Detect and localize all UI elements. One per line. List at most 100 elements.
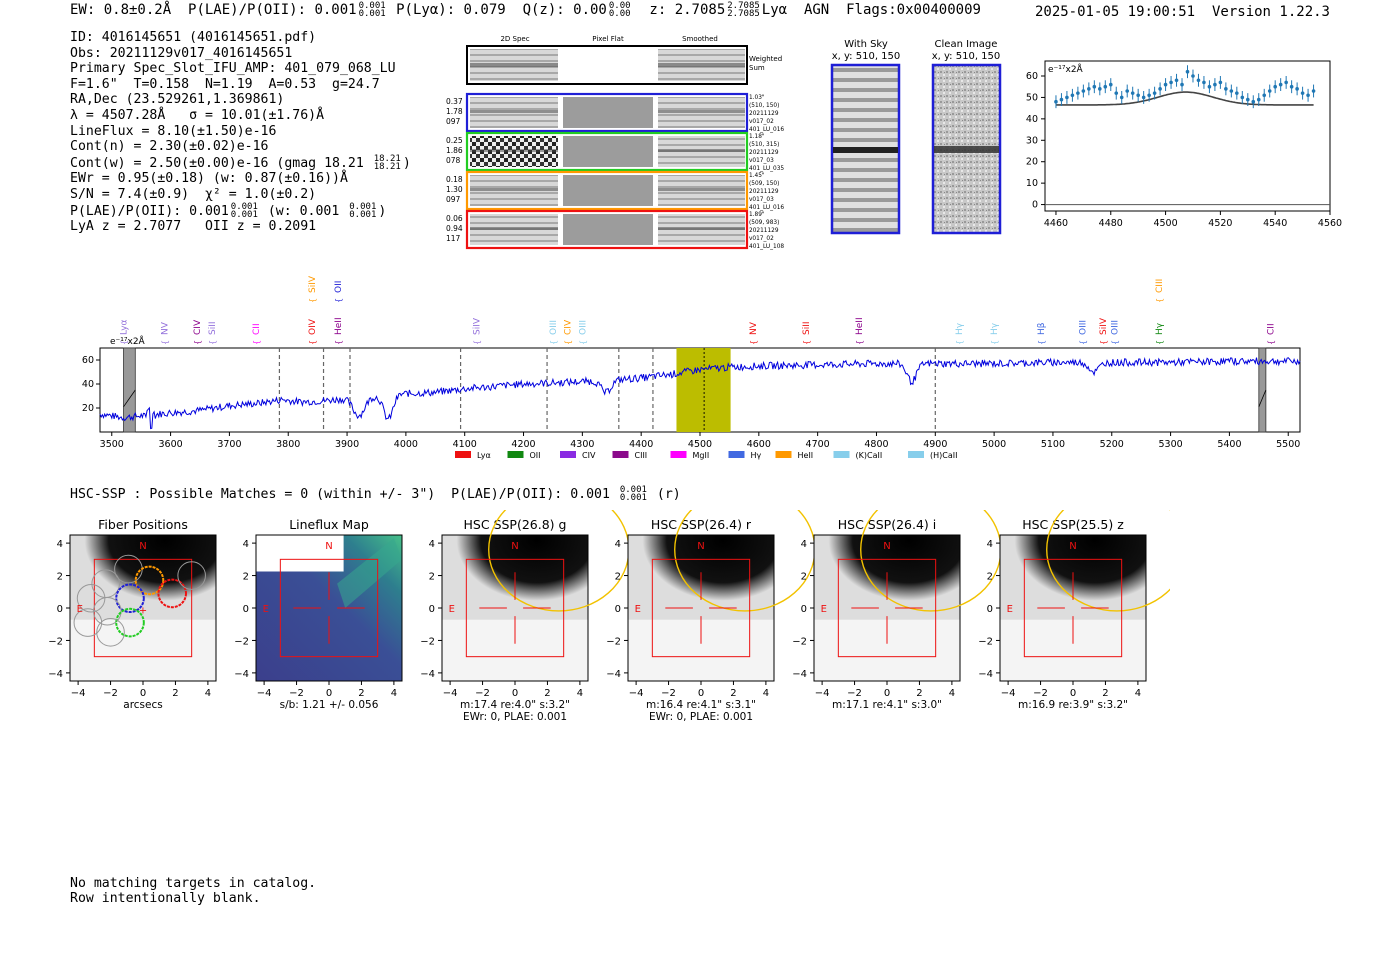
hsc-x-tick-label: −4 [443, 688, 458, 699]
hsc-panel: Lineflux Map N E −4 −4 −2 −2 0 0 2 2 4 4 s/b: 1.21 +/… [234, 517, 403, 711]
zoom-data-point [1174, 73, 1179, 87]
pixel-flat-cutout [563, 97, 653, 128]
hsc-y-tick-label: 2 [615, 572, 621, 583]
header-meta: 2025-01-05 19:00:51 Version 1.22.3 [1035, 4, 1330, 20]
line-id-brace: { [1267, 340, 1276, 345]
zoom-point [1180, 82, 1184, 87]
zoom-data-point [1284, 76, 1288, 89]
info-ewr: EWr = 0.95(±0.18) (w: 0.87(±0.16))Å [70, 171, 348, 187]
zoom-point [1185, 69, 1190, 74]
spec2d-row-left-label: 097 [446, 195, 461, 204]
info-contw: Cont(w) = 2.50(±0.00)e-16 (gmag 18.21 18… [70, 153, 411, 172]
line-id-brace: { [990, 340, 999, 345]
compass-n: N [325, 541, 332, 552]
zoom-data-point [1262, 88, 1267, 102]
ew-value: EW: 0.8±0.2 [70, 2, 163, 18]
spec2d-row-right-label: 20211129 [749, 228, 779, 234]
line-id-label: Hγ { [990, 322, 1000, 345]
fiber-circle [177, 561, 206, 590]
legend-swatch [833, 451, 850, 458]
hsc-x-tick-label: −4 [629, 688, 644, 699]
spec2d-trace [470, 227, 558, 230]
hsc-y-tick-label: 2 [801, 572, 807, 583]
zoom-data-point [1256, 93, 1261, 106]
line-id-brace: { [955, 340, 964, 345]
line-id-text: HeII [334, 317, 344, 335]
zoom-y-tick-label: 20 [1026, 157, 1038, 168]
legend-label: (H)CaII [930, 451, 957, 460]
line-id-brace: { [802, 340, 811, 345]
info-lineflux: LineFlux = 8.10(±1.50)e-16 [70, 123, 277, 139]
with-sky-title: With Sky [844, 39, 888, 50]
zoom-data-point [1130, 86, 1135, 100]
fiber-circle [93, 596, 122, 626]
zoom-data-point [1054, 95, 1058, 109]
plae-value: P(LAE)/P(OII): 0.001 [188, 2, 357, 18]
zoom-data-point [1191, 69, 1195, 83]
compass-e: E [635, 604, 641, 615]
plae-frac: 0.001 0.001 [358, 1, 386, 19]
spec2d-row-right-label: 401_LU_035 [749, 166, 784, 172]
zoom-data-point [1224, 82, 1228, 96]
spec2d-row-right-label: 401_LU_108 [749, 244, 784, 250]
line-id-brace: { [308, 340, 317, 345]
zoom-data-point [1267, 84, 1272, 98]
full-x-tick-label: 4400 [629, 439, 653, 450]
info-plae: P(LAE)/P(OII): 0.001 0.001 0.001 (w: 0.001… [70, 201, 387, 220]
compass-e: E [449, 604, 455, 615]
zoom-point [1273, 84, 1277, 89]
zoom-data-point [1185, 65, 1190, 79]
spec2d-row-right-label: (509, 150) [749, 181, 779, 187]
line-id-label: CIV { [564, 319, 574, 345]
zoom-point [1235, 91, 1239, 95]
hsc-panel: HSC SSP(26.4) i N E −4 −4 −2 −2 0 0 2 2 4 4 m:17.1 re… [792, 510, 1002, 711]
spec2d-row-right-label: 401_LU_016 [749, 205, 784, 211]
info-sn: S/N = 7.4(±0.9) χ² = 1.0(±0.2) [70, 186, 317, 202]
zoom-data-point [1300, 86, 1305, 100]
line-id-label: HeII { [334, 317, 344, 345]
full-x-tick-label: 3700 [217, 439, 241, 450]
line-id-brace: { [1078, 340, 1087, 345]
hsc-x-tick-label: 2 [172, 688, 178, 699]
fiber-circle [73, 608, 103, 637]
fiber-circle [115, 607, 145, 638]
hsc-x-tick-label: −4 [257, 688, 272, 699]
agn-label: AGN [803, 2, 830, 18]
zoom-point [1295, 87, 1299, 91]
qz-value: Q(z): 0.00 [522, 2, 607, 18]
line-id-text: OIV [308, 318, 318, 335]
info-params: F=1.6" T=0.158 N=1.19 A=0.53 g=24.7 [70, 76, 380, 92]
line-id-brace: { [334, 298, 343, 303]
zoom-fit-curve [1056, 91, 1314, 106]
zoom-point [1108, 82, 1113, 87]
full-spectrum-chart: 3500 3600 3700 3800 3900 4000 4100 4200 4300 4400… [82, 275, 1301, 460]
hsc-y-tick-label: −4 [420, 669, 435, 680]
line-id-text: OII [334, 281, 344, 293]
zoom-point [1251, 99, 1256, 104]
hsc-panel-caption: arcsecs [123, 699, 162, 711]
hsc-x-tick-label: −2 [847, 688, 862, 699]
line-id-brace: { [549, 340, 558, 345]
full-y-unit: e⁻¹⁷x2Å [110, 335, 146, 347]
hsc-panel-caption: EWr: 0, PLAE: 0.001 [463, 711, 567, 723]
full-x-tick-label: 5000 [982, 439, 1006, 450]
spec2d-row-right-label: v017_02 [749, 236, 774, 242]
qz-frac: 0.00 0.00 [608, 1, 631, 19]
legend-label: (K)CaII [856, 451, 883, 460]
hsc-x-tick-label: 2 [916, 688, 922, 699]
line-id-text: SiII [802, 321, 812, 335]
zoom-data-point [1218, 76, 1223, 89]
spec2d-header-0: 2D Spec [500, 35, 529, 43]
full-x-tick-label: 4600 [747, 439, 771, 450]
hsc-x-tick-label: 0 [698, 688, 704, 699]
zoom-point [1141, 95, 1146, 100]
line-id-text: SiIV [472, 317, 482, 335]
hsc-x-tick-label: 2 [544, 688, 550, 699]
spec2d-panel: 2D Spec Pixel Flat Smoothed Weighted Sum… [446, 35, 784, 250]
zoom-data-point [1289, 80, 1294, 94]
line-id-brace: { [564, 340, 573, 345]
spec2d-row-right-label: 1.89" [749, 212, 765, 218]
full-x-tick-label: 4100 [453, 439, 477, 450]
zoom-data-point [1311, 84, 1316, 98]
zoom-data-point [1273, 80, 1277, 94]
